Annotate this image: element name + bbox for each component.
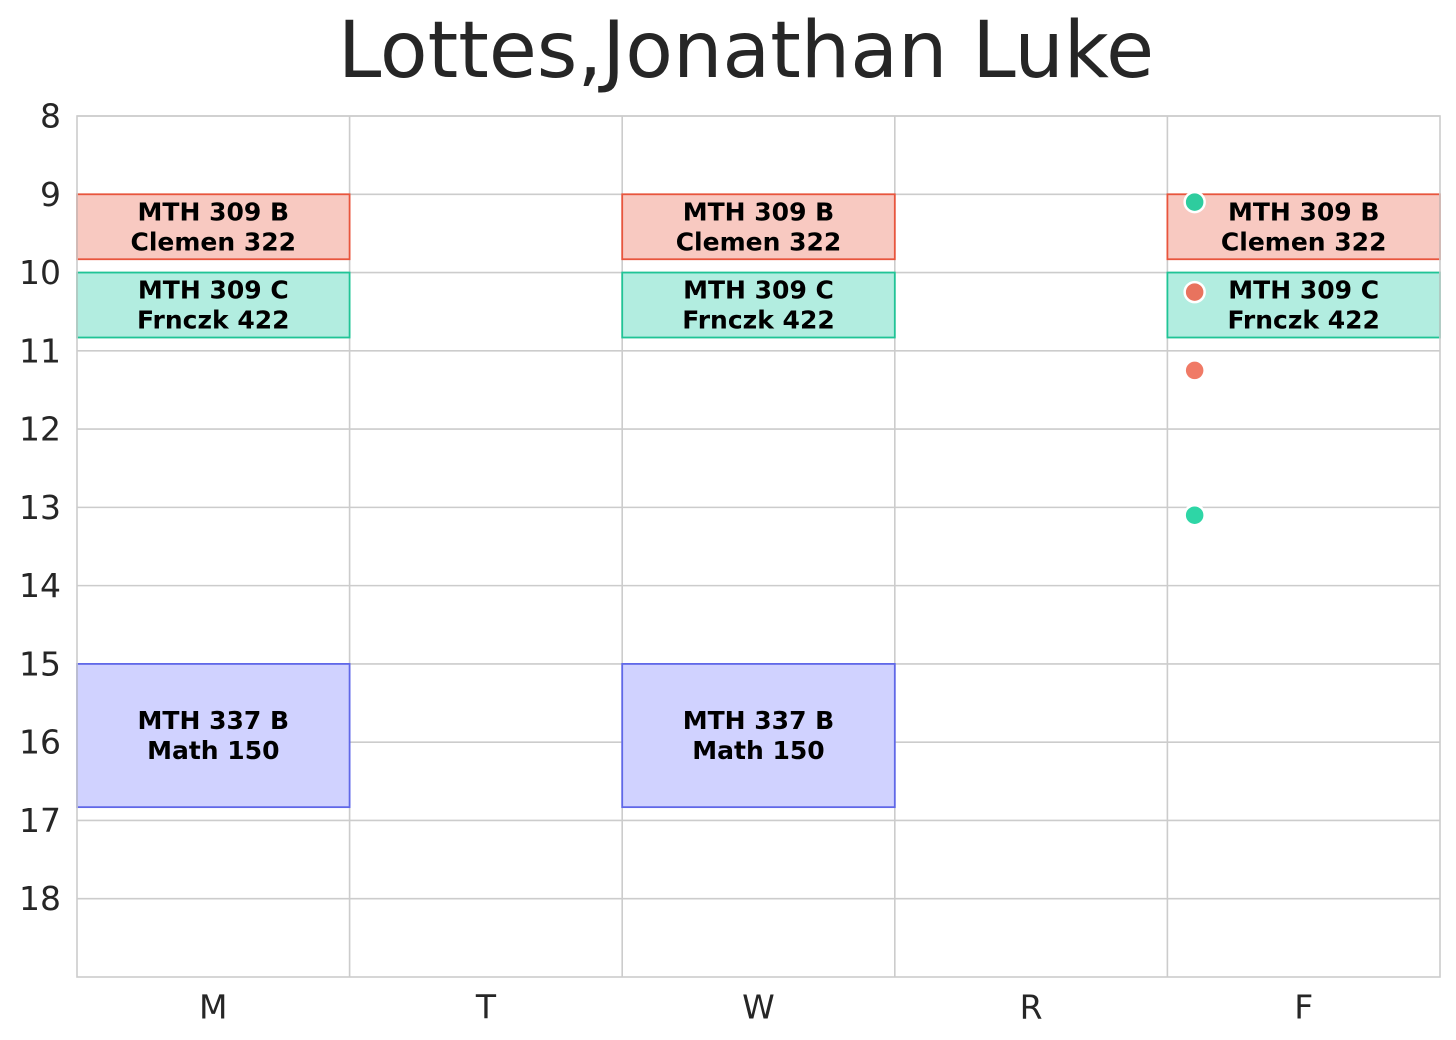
room-label: Frnczk 422 [137,306,290,335]
room-label: Clemen 322 [131,227,297,256]
x-tick-label: R [1020,988,1043,1027]
course-label: MTH 309 B [1228,197,1380,226]
course-block [1166,271,1441,339]
course-block [621,663,896,809]
markers [1183,190,1206,527]
course-label: MTH 309 C [138,276,289,305]
course-block [76,271,351,339]
y-tick-label: 9 [40,175,61,214]
x-tick-label: F [1294,988,1313,1027]
course-label: MTH 337 B [138,706,290,735]
room-label: Clemen 322 [676,227,842,256]
plot-frame [76,115,1441,978]
course-block [621,193,896,261]
marker-point [1183,280,1206,304]
y-tick-label: 8 [40,97,61,136]
course-block [76,193,351,261]
course-block [76,663,351,809]
room-label: Math 150 [692,736,824,765]
y-tick-label: 16 [19,723,61,762]
course-label: MTH 309 B [138,197,290,226]
marker-point [1183,190,1206,214]
y-tick-label: 13 [19,488,61,527]
marker-point [1183,359,1206,382]
course-block [621,271,896,339]
y-tick-label: 10 [19,253,61,292]
x-tick-label: M [199,988,227,1027]
course-label: MTH 309 C [683,276,834,305]
course-label: MTH 309 C [1228,276,1379,305]
chart-title: Lottes,Jonathan Luke [337,6,1155,96]
room-label: Clemen 322 [1221,227,1387,256]
y-tick-label: 18 [19,879,61,918]
y-tick-label: 14 [19,566,61,605]
y-tick-label: 11 [19,331,61,370]
room-label: Frnczk 422 [1227,306,1380,335]
y-tick-label: 17 [19,801,61,840]
x-tick-label: T [475,988,497,1027]
course-block [1166,193,1441,261]
marker-point [1183,503,1206,527]
course-label: MTH 337 B [683,706,835,735]
course-label: MTH 309 B [683,197,835,226]
tick-labels: 8 9 10 11 12 13 14 15 16 17 18 M T W R F [19,97,1313,1027]
room-label: Frnczk 422 [682,306,835,335]
y-tick-label: 15 [19,644,61,683]
y-tick-label: 12 [19,410,61,449]
x-tick-label: W [742,988,775,1027]
room-label: Math 150 [147,736,279,765]
